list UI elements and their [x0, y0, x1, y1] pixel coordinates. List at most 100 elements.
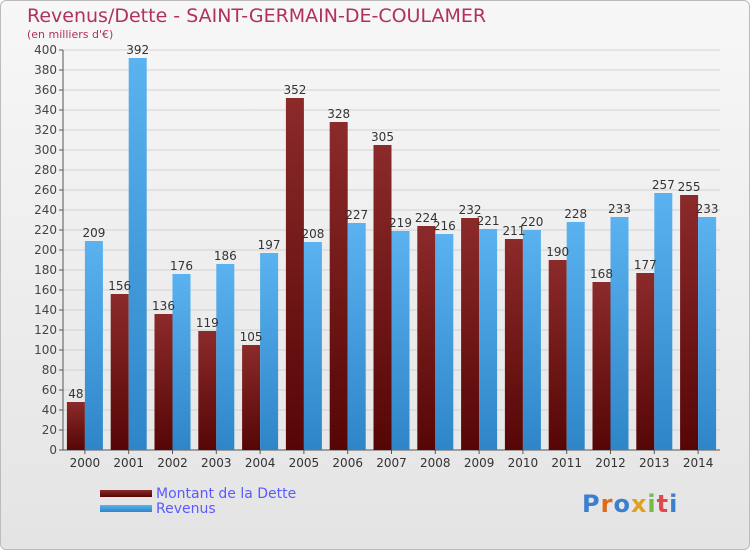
data-label-revenus-2008: 216 [433, 219, 456, 233]
bar-revenus-2009 [479, 229, 498, 450]
data-label-revenus-2012: 233 [608, 202, 631, 216]
y-tick-label-20: 20 [42, 423, 57, 437]
bar-revenus-2001 [128, 58, 147, 450]
logo-letter: P [582, 490, 601, 518]
data-label-revenus-2009: 221 [477, 214, 500, 228]
x-tick-label-2007: 2007 [376, 456, 407, 470]
bar-revenus-2005 [303, 242, 322, 450]
y-tick-label-0: 0 [49, 443, 57, 457]
bar-dette-2004 [242, 345, 261, 450]
data-label-dette-2007: 305 [371, 130, 394, 144]
bar-revenus-2003 [216, 264, 235, 450]
data-label-revenus-2006: 227 [345, 208, 368, 222]
data-label-revenus-2004: 197 [258, 238, 281, 252]
data-label-dette-2012: 168 [590, 267, 613, 281]
data-label-dette-2010: 211 [502, 224, 525, 238]
y-tick-label-100: 100 [34, 343, 57, 357]
data-label-dette-2014: 255 [678, 180, 701, 194]
x-tick-label-2011: 2011 [551, 456, 582, 470]
x-tick-label-2000: 2000 [70, 456, 101, 470]
bar-revenus-2002 [172, 274, 191, 450]
x-tick-label-2014: 2014 [683, 456, 714, 470]
logo-letter: t [656, 490, 670, 518]
data-label-dette-2004: 105 [240, 330, 263, 344]
data-label-dette-2009: 232 [459, 203, 482, 217]
data-label-dette-2001: 156 [108, 279, 131, 293]
data-label-revenus-2007: 219 [389, 216, 412, 230]
data-label-dette-2003: 119 [196, 316, 219, 330]
y-tick-label-400: 400 [34, 43, 57, 57]
legend-label-revenus: Revenus [156, 501, 216, 517]
logo-letter: r [600, 490, 614, 518]
y-tick-label-300: 300 [34, 143, 57, 157]
data-label-revenus-2003: 186 [214, 249, 237, 263]
logo-letter: o [613, 490, 631, 518]
bar-revenus-2014 [698, 217, 717, 450]
x-tick-label-2013: 2013 [639, 456, 670, 470]
data-label-revenus-2001: 392 [126, 43, 149, 57]
data-labels: 48 209 156 392 136 176 119 186 105 197 352 208 328 22… [68, 43, 718, 401]
data-label-dette-2011: 190 [546, 245, 569, 259]
bar-revenus-2013 [654, 193, 673, 450]
data-label-dette-2008: 224 [415, 211, 438, 225]
data-label-revenus-2000: 209 [82, 226, 105, 240]
y-tick-label-80: 80 [42, 363, 57, 377]
x-tick-label-2003: 2003 [201, 456, 232, 470]
y-tick-label-140: 140 [34, 303, 57, 317]
legend-label-dette: Montant de la Dette [156, 486, 297, 502]
x-tick-label-2004: 2004 [245, 456, 276, 470]
proxiti-logo: Proxiti [582, 490, 678, 518]
x-tick-label-2008: 2008 [420, 456, 451, 470]
legend-swatch-dette [100, 490, 152, 497]
bar-dette-2008 [417, 226, 436, 450]
bar-revenus-2007 [391, 231, 410, 450]
y-tick-label-60: 60 [42, 383, 57, 397]
bar-dette-2009 [461, 218, 480, 450]
bar-dette-2014 [680, 195, 699, 450]
bar-revenus-2012 [610, 217, 629, 450]
bar-dette-2000 [66, 402, 85, 450]
data-label-dette-2002: 136 [152, 299, 175, 313]
bar-dette-2013 [636, 273, 655, 450]
y-tick-label-360: 360 [34, 83, 57, 97]
bar-revenus-2000 [84, 241, 103, 450]
y-tick-label-280: 280 [34, 163, 57, 177]
legend-swatch-revenus [100, 505, 152, 512]
bar-revenus-2011 [566, 222, 585, 450]
y-tick-label-320: 320 [34, 123, 57, 137]
y-tick-label-180: 180 [34, 263, 57, 277]
data-label-dette-2000: 48 [68, 387, 83, 401]
bar-dette-2010 [504, 239, 523, 450]
data-label-revenus-2014: 233 [696, 202, 719, 216]
chart-title: Revenus/Dette - SAINT-GERMAIN-DE-COULAME… [27, 5, 487, 27]
y-tick-label-380: 380 [34, 63, 57, 77]
data-label-revenus-2013: 257 [652, 178, 675, 192]
x-tick-label-2002: 2002 [157, 456, 188, 470]
bar-dette-2001 [110, 294, 129, 450]
y-tick-label-200: 200 [34, 243, 57, 257]
bar-revenus-2006 [347, 223, 366, 450]
x-tick-label-2012: 2012 [595, 456, 626, 470]
bar-dette-2002 [154, 314, 173, 450]
logo-letter: x [630, 490, 648, 518]
data-label-dette-2006: 328 [327, 107, 350, 121]
y-tick-label-220: 220 [34, 223, 57, 237]
bar-dette-2011 [548, 260, 567, 450]
data-label-dette-2013: 177 [634, 258, 657, 272]
data-label-revenus-2002: 176 [170, 259, 193, 273]
y-tick-label-260: 260 [34, 183, 57, 197]
y-tick-label-40: 40 [42, 403, 57, 417]
bar-dette-2012 [592, 282, 611, 450]
x-tick-label-2009: 2009 [464, 456, 495, 470]
x-tick-label-2001: 2001 [113, 456, 144, 470]
y-tick-label-240: 240 [34, 203, 57, 217]
axes: 0 20 40 60 80 100 120 140 160 180 200 220 240 260 280 3… [34, 43, 720, 470]
x-tick-label-2010: 2010 [508, 456, 539, 470]
data-label-revenus-2005: 208 [301, 227, 324, 241]
bar-revenus-2004 [260, 253, 279, 450]
logo-letter: i [669, 490, 679, 518]
bar-dette-2003 [198, 331, 217, 450]
y-tick-label-340: 340 [34, 103, 57, 117]
data-label-revenus-2010: 220 [520, 215, 543, 229]
